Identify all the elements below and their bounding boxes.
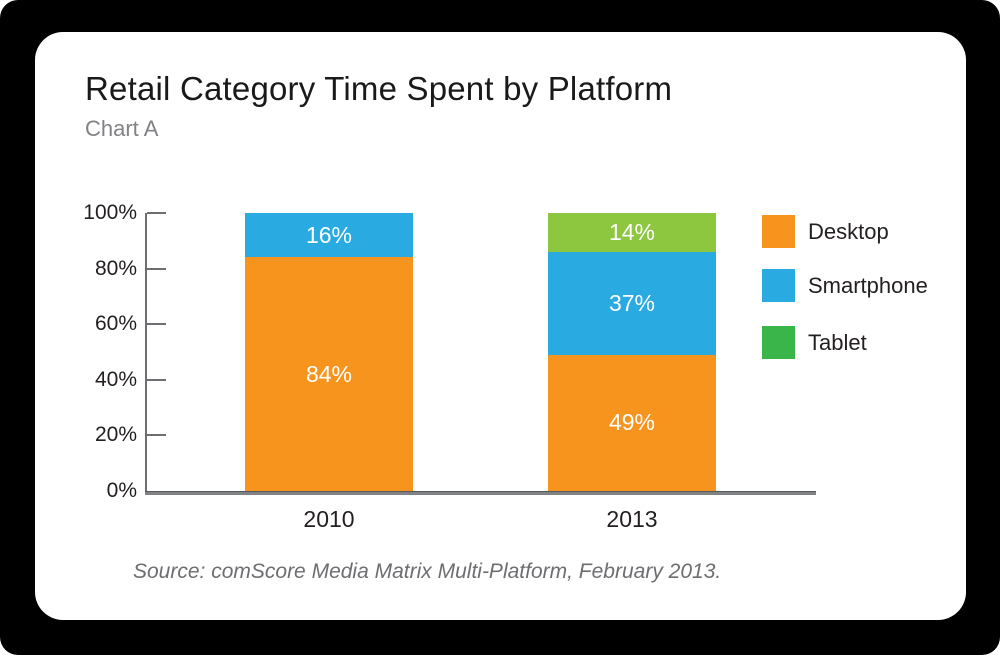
segment-value-label: 49%: [608, 409, 656, 436]
segment-smartphone-2010: 16%: [245, 213, 413, 258]
y-tick-label: 100%: [83, 201, 137, 224]
y-tick-label: 40%: [94, 367, 137, 391]
y-tick-label: 20%: [94, 423, 137, 447]
legend-label-smartphone: Smartphone: [808, 273, 928, 298]
legend-label-desktop: Desktop: [808, 219, 889, 244]
segment-value-label: 16%: [305, 221, 353, 248]
y-tick-mark: [147, 323, 166, 326]
segment-desktop-2010: 84%: [245, 257, 413, 491]
x-axis-label-2010: 2010: [303, 506, 355, 532]
chart-subtitle: Chart A: [85, 116, 159, 141]
chart-card: Retail Category Time Spent by Platform C…: [35, 32, 966, 620]
y-tick-mark: [147, 434, 166, 437]
segment-value-label: 84%: [305, 360, 353, 387]
stacked-bar-chart: 100% 80% 60% 40% 20% 0% 16% 84% 14% 37% 49% 2010 2…: [35, 32, 966, 620]
bar-2013: 14% 37% 49%: [548, 213, 716, 491]
legend-item-smartphone: Smartphone: [762, 269, 952, 302]
y-axis-line: [145, 213, 147, 491]
legend-swatch-tablet: [762, 326, 795, 359]
bar-2010: 16% 84%: [245, 213, 413, 491]
legend-swatch-smartphone: [762, 269, 795, 302]
y-tick-mark: [147, 378, 166, 381]
segment-value-label: 37%: [608, 289, 656, 316]
y-tick-mark: [147, 212, 166, 214]
legend-swatch-desktop: [762, 215, 795, 248]
x-axis-label-2013: 2013: [606, 506, 658, 532]
legend-item-tablet: Tablet: [762, 326, 952, 359]
segment-value-label: 14%: [608, 218, 656, 245]
segment-tablet-2013: 14%: [548, 213, 716, 252]
y-tick-label: 0%: [106, 479, 137, 502]
segment-desktop-2013: 49%: [548, 354, 716, 491]
legend-item-desktop: Desktop: [762, 215, 952, 248]
legend-label-tablet: Tablet: [808, 330, 867, 355]
source-note: Source: comScore Media Matrix Multi-Plat…: [133, 560, 722, 583]
y-tick-mark: [147, 267, 166, 270]
y-tick-label: 60%: [94, 312, 137, 336]
x-axis-line: [145, 491, 816, 495]
y-tick-label: 80%: [94, 256, 137, 280]
chart-title: Retail Category Time Spent by Platform: [85, 70, 673, 107]
segment-smartphone-2013: 37%: [548, 251, 716, 355]
